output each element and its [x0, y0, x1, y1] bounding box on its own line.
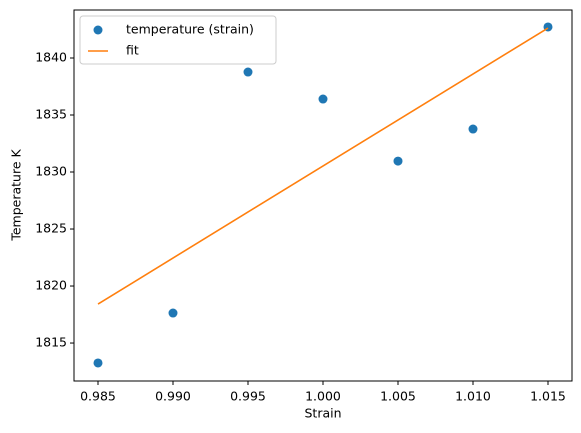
y-axis-label: Temperature K — [9, 149, 24, 242]
y-tick-label: 1820 — [35, 278, 67, 293]
data-point — [168, 308, 178, 318]
y-tick-label: 1830 — [35, 164, 67, 179]
fit-line — [97, 27, 549, 305]
y-tick-label: 1825 — [35, 221, 67, 236]
data-point — [243, 67, 253, 77]
x-tick-label: 1.010 — [455, 389, 491, 404]
y-tick-label: 1815 — [35, 335, 67, 350]
x-tick-label: 0.990 — [155, 389, 191, 404]
x-tick-label: 0.985 — [80, 389, 116, 404]
data-point — [468, 124, 478, 134]
legend-box — [79, 15, 277, 65]
legend-label: temperature (strain) — [126, 22, 254, 37]
plot-frame — [73, 9, 573, 382]
x-tick-label: 1.000 — [305, 389, 341, 404]
x-tick-label: 1.015 — [530, 389, 566, 404]
x-axis-label: Strain — [304, 406, 341, 421]
legend-marker — [93, 25, 103, 35]
data-point — [93, 358, 103, 368]
y-tick-label: 1840 — [35, 49, 67, 64]
legend-label: fit — [126, 43, 139, 58]
data-point — [393, 156, 403, 166]
x-tick-label: 1.005 — [380, 389, 416, 404]
x-tick-label: 0.995 — [230, 389, 266, 404]
data-point — [318, 94, 328, 104]
y-tick-label: 1835 — [35, 107, 67, 122]
